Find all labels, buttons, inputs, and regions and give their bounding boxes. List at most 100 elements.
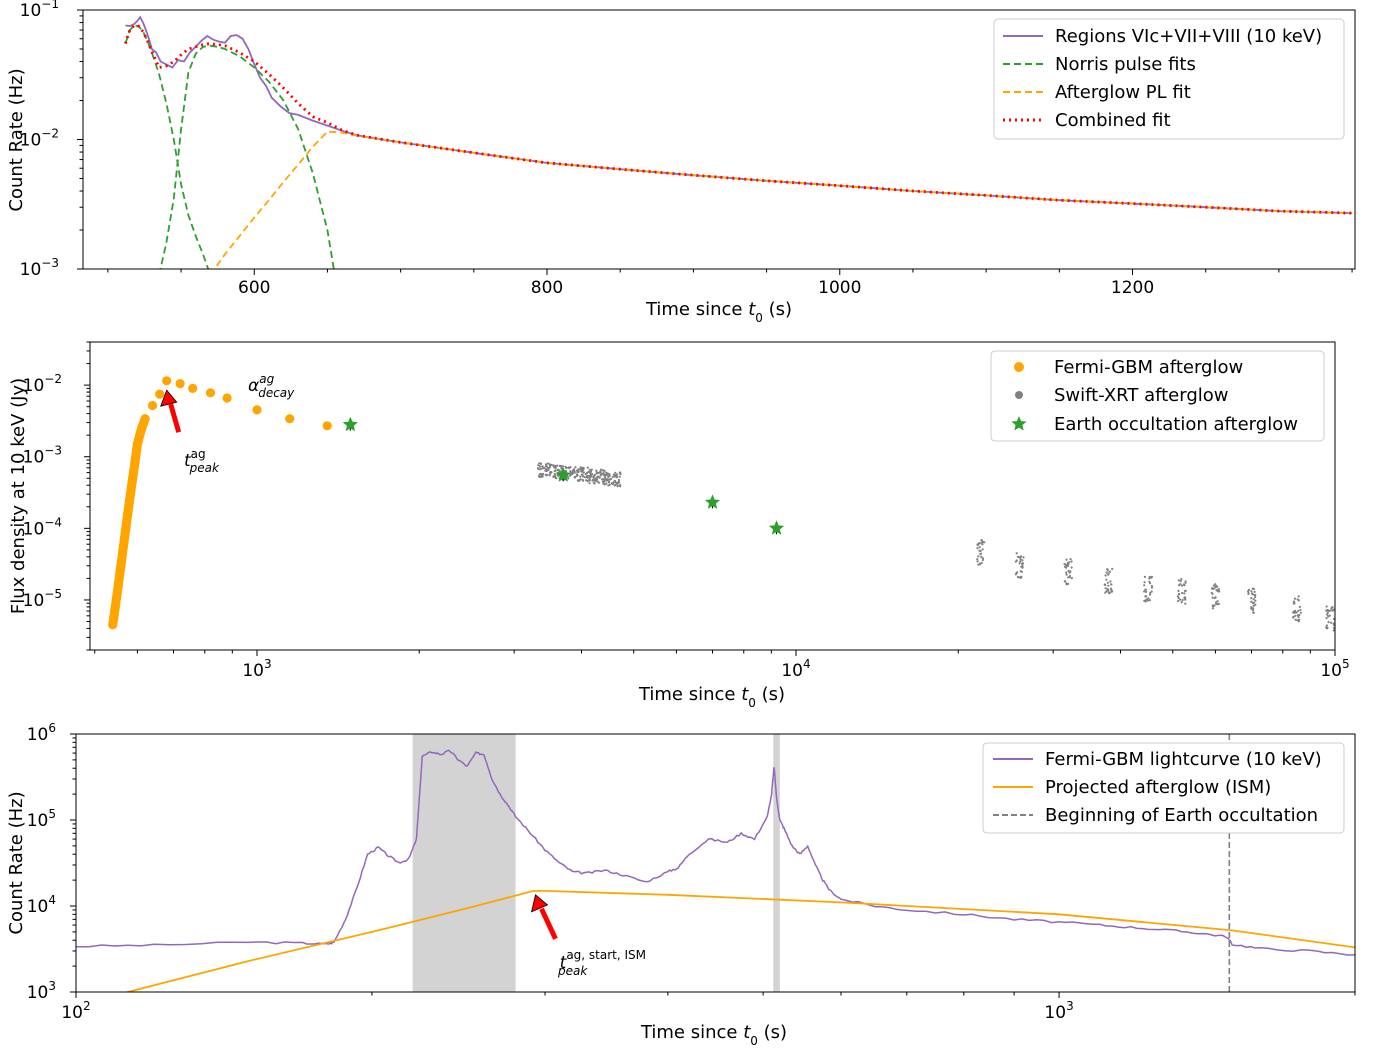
norris-pulse-2-line	[159, 44, 335, 269]
xrt-point	[614, 471, 617, 474]
xrt-point	[1144, 588, 1147, 591]
xrt-point	[977, 555, 980, 558]
xrt-point	[1292, 616, 1295, 619]
xrt-point	[1149, 593, 1152, 596]
middle-y-ticks: 10−5 10−4 10−3 10−2	[23, 341, 90, 651]
xrt-point	[981, 543, 984, 546]
xrt-point	[546, 473, 549, 476]
xrt-point	[980, 561, 983, 565]
xrt-point	[1298, 605, 1301, 609]
xrt-point	[1106, 581, 1109, 584]
xrt-point	[536, 467, 540, 470]
gbm-afterglow-point	[175, 379, 185, 389]
xrt-point	[549, 471, 552, 474]
bottom-y-tick-label: 106	[27, 721, 56, 745]
xrt-point	[1020, 565, 1023, 568]
xrt-point	[1297, 609, 1300, 612]
xrt-point	[1252, 601, 1255, 604]
xrt-point	[586, 476, 589, 479]
xrt-point	[1254, 596, 1257, 599]
xrt-point	[613, 475, 616, 478]
xrt-point	[1179, 598, 1182, 601]
xrt-point	[588, 470, 591, 474]
xrt-point	[582, 468, 585, 471]
xrt-point	[1068, 576, 1071, 579]
bottom-x-axis-label: Time since t0 (s)	[640, 1022, 787, 1048]
xrt-point	[1144, 595, 1147, 598]
xrt-point	[579, 478, 582, 481]
middle-plot-area	[108, 376, 1335, 632]
xrt-point	[617, 478, 621, 482]
xrt-point	[1294, 614, 1297, 617]
xrt-point	[1326, 611, 1329, 614]
xrt-point	[575, 473, 579, 476]
xrt-point	[539, 473, 542, 476]
xrt-point	[1143, 581, 1146, 584]
legend-label-earth: Earth occultation afterglow	[1054, 414, 1298, 435]
xrt-point	[1065, 571, 1068, 574]
xrt-point	[1177, 579, 1180, 582]
earth-occultation-point	[555, 467, 571, 482]
xrt-point	[1180, 584, 1184, 587]
xrt-point	[544, 463, 548, 466]
xrt-point	[1252, 609, 1255, 612]
xrt-point	[585, 471, 589, 475]
xrt-point	[550, 463, 553, 467]
xrt-point	[617, 481, 621, 484]
xrt-point	[1019, 560, 1022, 563]
xrt-point	[1014, 573, 1018, 576]
xrt-point	[548, 466, 552, 469]
top-legend-box	[993, 18, 1345, 140]
xrt-point	[611, 482, 615, 485]
xrt-point	[603, 469, 606, 472]
xrt-point	[1106, 568, 1109, 571]
xrt-point	[1111, 567, 1114, 571]
top-x-axis-label: Time since t0 (s)	[645, 299, 792, 325]
xrt-point	[576, 479, 580, 482]
xrt-point	[1180, 601, 1183, 604]
xrt-point	[547, 468, 550, 471]
earth-occultation-point	[704, 494, 721, 509]
xrt-point	[616, 473, 619, 476]
top-x-tick-label: 800	[531, 278, 563, 298]
xrt-point	[573, 476, 577, 479]
xrt-point	[1107, 573, 1110, 576]
xrt-point	[1296, 598, 1299, 601]
top-y-tick-label: 10−3	[20, 256, 59, 280]
middle-y-tick-label: 10−4	[23, 515, 62, 539]
xrt-point	[1212, 584, 1215, 587]
xrt-point	[1210, 591, 1213, 594]
middle-x-tick-label: 105	[1320, 657, 1349, 681]
xrt-point	[1069, 558, 1072, 561]
xrt-point	[586, 474, 589, 477]
bottom-y-axis-label: Count Rate (Hz)	[6, 791, 27, 934]
xrt-point	[1252, 604, 1255, 607]
xrt-point	[1325, 617, 1328, 620]
xrt-point	[595, 479, 598, 482]
xrt-point	[1015, 559, 1018, 562]
xrt-point	[1293, 597, 1297, 600]
xrt-point	[1145, 590, 1148, 594]
xrt-point	[1331, 606, 1334, 609]
xrt-point	[554, 474, 557, 478]
xrt-point	[1065, 558, 1068, 561]
middle-y-tick-label: 10−3	[23, 444, 62, 468]
xrt-point	[1250, 600, 1253, 604]
xrt-point	[1215, 602, 1218, 606]
xrt-point	[1149, 582, 1152, 585]
xrt-point	[1110, 590, 1113, 593]
middle-y-tick-label: 10−5	[23, 587, 62, 611]
xrt-point	[599, 473, 602, 477]
gbm-afterglow-point	[140, 414, 150, 424]
xrt-point	[554, 466, 557, 469]
xrt-point	[1247, 592, 1250, 595]
xrt-point	[548, 474, 551, 477]
xrt-point	[1065, 573, 1068, 576]
middle-y-tick-label: 10−2	[23, 372, 62, 396]
xrt-point	[1327, 615, 1330, 618]
xrt-point	[1326, 608, 1329, 612]
xrt-point	[1104, 587, 1107, 590]
gbm-afterglow-point	[162, 376, 172, 386]
